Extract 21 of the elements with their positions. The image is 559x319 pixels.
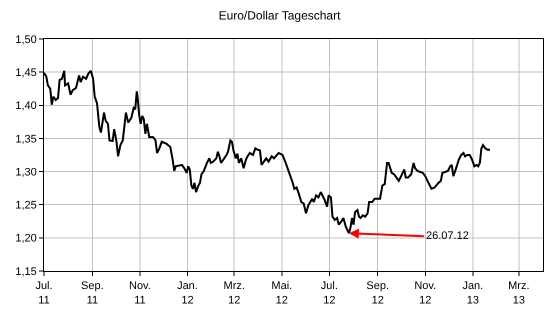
chart-title: Euro/Dollar Tageschart — [218, 8, 342, 23]
y-tick-label: 1,40 — [15, 100, 37, 112]
y-tick-label: 1,45 — [15, 66, 37, 79]
x-tick-label: Sep. 12 — [366, 280, 390, 306]
x-tick-label: Sep. 11 — [81, 280, 104, 306]
x-tick-label: Mai. 12 — [271, 280, 292, 306]
y-tick-label: 1,15 — [15, 266, 37, 278]
x-tick-label: Jul. 12 — [320, 280, 338, 306]
x-tick-label: Mrz. 13 — [508, 280, 530, 306]
y-tick-label: 1,50 — [15, 34, 37, 46]
x-tick-label: Mrz. 12 — [224, 280, 245, 306]
x-tick-label: Jan. 13 — [462, 280, 484, 306]
annotation: 26.07.12 — [426, 230, 469, 242]
y-tick-label: 1,35 — [15, 133, 37, 146]
x-tick-label: Jul. 11 — [35, 280, 53, 306]
y-tick-label: 1,20 — [15, 232, 37, 245]
x-tick-label: Jan. 12 — [177, 280, 198, 306]
x-tick-label: Nov. 11 — [128, 280, 151, 306]
y-tick-label: 1,30 — [15, 166, 37, 178]
y-tick-label: 1,25 — [15, 200, 37, 212]
x-tick-label: Nov. 12 — [414, 280, 436, 306]
